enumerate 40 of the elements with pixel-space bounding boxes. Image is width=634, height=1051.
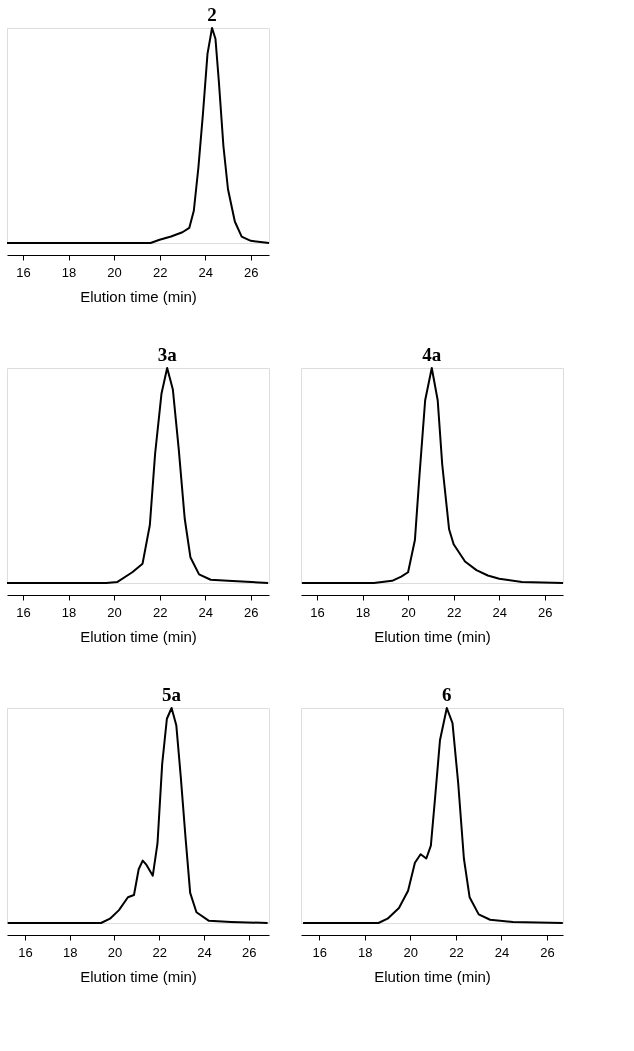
x-tick-label: 16: [16, 264, 31, 280]
x-tick-label: 16: [16, 604, 31, 620]
x-tick-label: 18: [62, 944, 78, 960]
x-tick-label: 20: [107, 604, 122, 620]
x-tick-label: 18: [355, 604, 371, 620]
x-tick-label: 20: [403, 944, 419, 960]
x-tick-label: 18: [358, 944, 373, 960]
x-tick-label: 20: [107, 944, 123, 960]
x-tick-label: 18: [61, 604, 77, 620]
chart-title: 5a: [162, 684, 182, 705]
x-axis-title: Elution time (min): [80, 287, 197, 305]
x-tick-label: 24: [492, 604, 507, 620]
x-tick-label: 20: [107, 264, 122, 280]
x-tick-label: 16: [310, 604, 325, 620]
x-tick-label: 24: [197, 944, 212, 960]
x-tick-label: 20: [401, 604, 416, 620]
x-tick-label: 24: [494, 944, 510, 960]
x-tick-label: 26: [538, 604, 553, 620]
x-tick-label: 22: [152, 264, 168, 280]
x-axis-title: Elution time (min): [374, 627, 491, 645]
x-tick-label: 26: [244, 264, 259, 280]
chart-title: 4a: [422, 344, 442, 365]
x-tick-label: 22: [446, 604, 462, 620]
x-tick-label: 26: [540, 944, 555, 960]
x-tick-label: 22: [152, 944, 168, 960]
x-tick-label: 24: [198, 264, 213, 280]
x-tick-label: 16: [18, 944, 33, 960]
x-tick-label: 22: [152, 604, 168, 620]
x-axis-title: Elution time (min): [80, 967, 197, 985]
x-tick-label: 18: [61, 264, 77, 280]
x-tick-label: 22: [449, 944, 464, 960]
x-tick-label: 24: [198, 604, 213, 620]
x-tick-label: 26: [244, 604, 259, 620]
x-tick-label: 26: [242, 944, 257, 960]
chart-title: 3a: [157, 344, 178, 365]
chart-title: 6: [442, 684, 452, 705]
x-axis-title: Elution time (min): [80, 627, 197, 645]
chart-title: 2: [207, 4, 217, 25]
x-axis-title: Elution time (min): [374, 967, 491, 985]
x-tick-label: 16: [312, 944, 327, 960]
